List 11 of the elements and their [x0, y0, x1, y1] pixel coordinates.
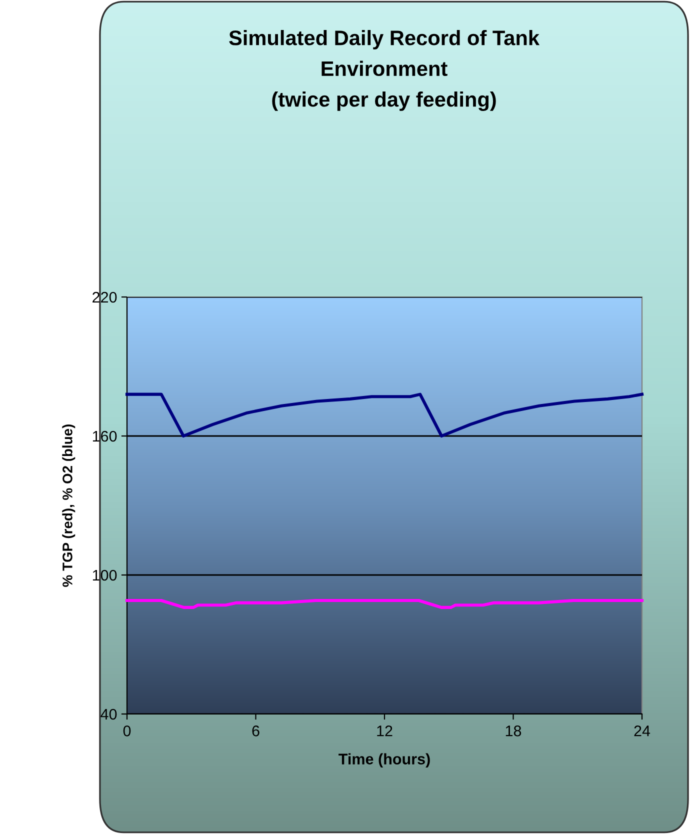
y-axis-title: % TGP (red), % O2 (blue)	[62, 424, 76, 587]
x-axis-title: Time (hours)	[338, 753, 430, 768]
line-series	[125, 598, 644, 609]
line-series	[125, 392, 644, 438]
x-tick-label: 0	[123, 726, 131, 736]
x-tick-label: 18	[506, 726, 522, 736]
x-tick-label: 24	[634, 726, 650, 736]
x-tick-label: 12	[377, 726, 392, 736]
chart-title: Simulated Daily Record of Tank Environment (twice per day feeding)	[229, 30, 540, 111]
x-tick-label: 6	[252, 726, 260, 736]
y-tick-label: 40	[100, 708, 117, 720]
